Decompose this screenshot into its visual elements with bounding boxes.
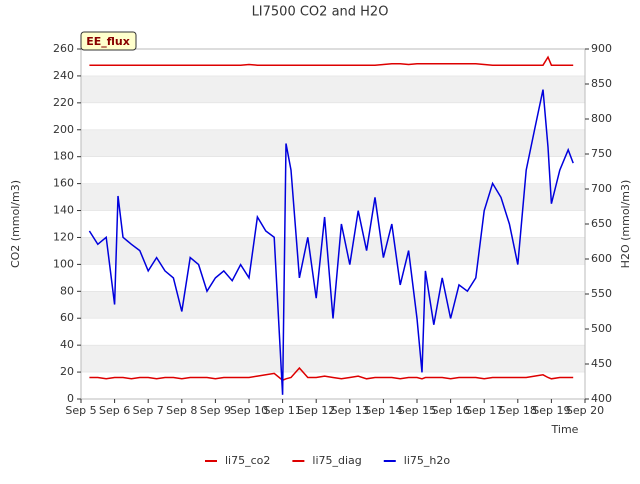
y2-tick-label: 700 — [591, 182, 612, 195]
y-tick-label: 20 — [60, 365, 74, 378]
y2-tick-label: 850 — [591, 77, 612, 90]
y2-tick-label: 600 — [591, 252, 612, 265]
y2-tick-label: 900 — [591, 42, 612, 55]
x-tick-label: Sep 11 — [263, 404, 301, 417]
grid-band — [81, 345, 585, 373]
x-tick-label: Sep 12 — [297, 404, 335, 417]
grid-band — [81, 237, 585, 265]
x-tick-label: Sep 20 — [566, 404, 604, 417]
y2-tick-label: 550 — [591, 287, 612, 300]
x-tick-label: Sep 18 — [499, 404, 537, 417]
legend-label: li75_diag — [312, 454, 361, 467]
series-line — [89, 55, 574, 66]
y-tick-label: 0 — [67, 392, 74, 405]
series-line — [89, 366, 574, 382]
x-tick-label: Sep 19 — [532, 404, 570, 417]
x-tick-label: Sep 7 — [133, 404, 164, 417]
y-tick-label: 160 — [53, 177, 74, 190]
x-tick-label: Sep 13 — [331, 404, 369, 417]
series-line — [88, 89, 574, 395]
legend-label: li75_co2 — [225, 454, 270, 467]
y-tick-label: 260 — [53, 42, 74, 55]
y-tick-label: 200 — [53, 123, 74, 136]
annotation-box — [80, 31, 137, 51]
y-axis-label: CO2 (mmol/m3) — [9, 180, 22, 268]
y-tick-label: 60 — [60, 311, 74, 324]
x-tick-label: Sep 16 — [431, 404, 469, 417]
grid-band — [81, 183, 585, 211]
y-tick-label: 220 — [53, 96, 74, 109]
y-tick-label: 100 — [53, 257, 74, 270]
y2-tick-label: 500 — [591, 322, 612, 335]
y2-tick-label: 750 — [591, 147, 612, 160]
x-tick-label: Sep 10 — [230, 404, 268, 417]
chart-title: LI7500 CO2 and H2O — [252, 5, 389, 20]
y2-axis-label: H2O (mmol/m3) — [619, 180, 632, 269]
x-tick-label: Sep 5 — [65, 404, 96, 417]
legend-label: li75_h2o — [404, 454, 451, 467]
y2-tick-label: 400 — [591, 392, 612, 405]
x-tick-label: Sep 15 — [398, 404, 436, 417]
grid-band — [81, 75, 585, 103]
y-tick-label: 120 — [53, 230, 74, 243]
x-tick-label: Sep 17 — [465, 404, 503, 417]
y2-tick-label: 450 — [591, 357, 612, 370]
y-tick-label: 40 — [60, 338, 74, 351]
x-tick-label: Sep 9 — [200, 404, 231, 417]
y2-tick-label: 800 — [591, 112, 612, 125]
x-axis-label: Time — [551, 423, 579, 436]
y-tick-label: 140 — [53, 204, 74, 217]
x-tick-label: Sep 8 — [166, 404, 197, 417]
x-tick-label: Sep 6 — [99, 404, 130, 417]
y-tick-label: 240 — [53, 69, 74, 82]
y-tick-label: 80 — [60, 284, 74, 297]
annotation: EE_flux — [86, 35, 130, 48]
y-tick-label: 180 — [53, 150, 74, 163]
y2-tick-label: 650 — [591, 217, 612, 230]
x-tick-label: Sep 14 — [364, 404, 402, 417]
grid-band — [81, 129, 585, 157]
